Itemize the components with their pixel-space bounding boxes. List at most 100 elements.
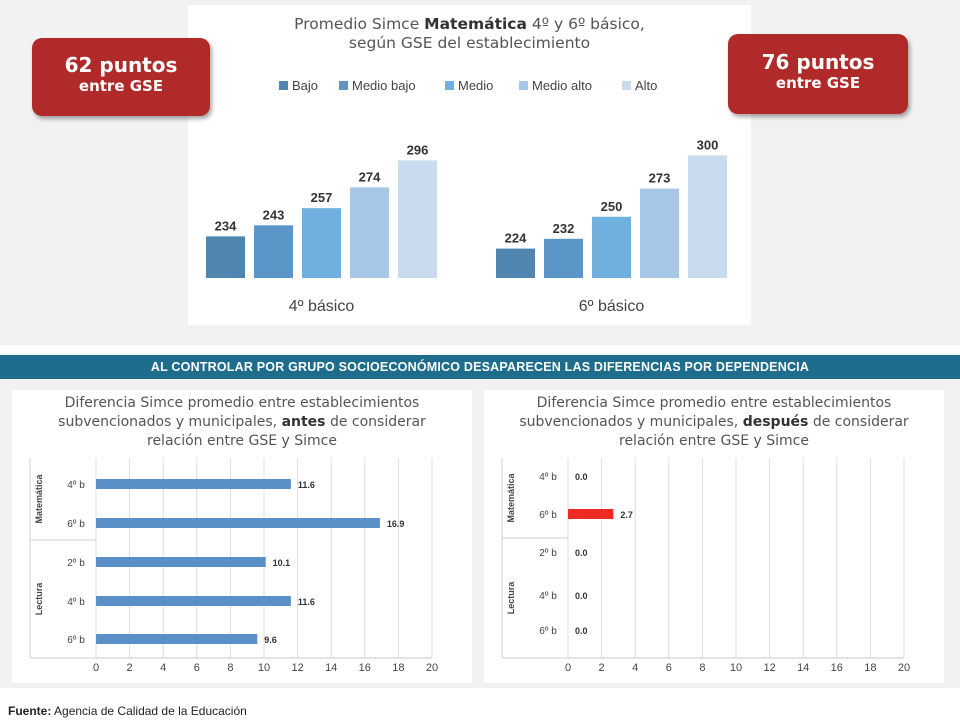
bar-value-label: 232 [553,221,575,236]
bar-value-label: 250 [601,199,623,214]
before-title-line3: relación entre GSE y Simce [147,433,337,449]
x-tick-label: 12 [291,662,303,674]
hbar-value-label: 0.0 [575,591,588,601]
legend-label-3: Medio alto [532,78,592,93]
gse-title-prefix: Promedio Simce [294,15,425,33]
hbar-value-label: 0.0 [575,626,588,636]
callout-right: 76 puntos entre GSE [728,34,908,114]
hbar-4 [96,634,258,644]
row-label: 4º b [67,480,85,491]
x-tick-label: 20 [426,662,438,674]
x-tick-label: 6 [194,662,200,674]
hbar-value-label: 11.6 [298,597,315,607]
x-tick-label: 4 [160,662,166,674]
row-label: 6º b [539,510,557,521]
legend-label-1: Medio bajo [352,78,416,93]
source-label: Fuente: [8,704,52,718]
bar-value-label: 257 [311,190,333,205]
row-label: 6º b [67,635,85,646]
hbar-value-label: 11.6 [298,480,315,490]
hbar-0 [96,479,291,489]
callout-right-small: entre GSE [775,74,861,92]
gse-title-bold: Matemática [424,15,527,33]
x-tick-label: 4 [632,662,638,674]
x-tick-label: 10 [730,662,742,674]
bar-1-3 [640,188,679,278]
category-label-1: 6º básico [579,298,645,315]
x-tick-label: 10 [258,662,270,674]
bar-0-3 [350,187,389,278]
row-label: 6º b [539,626,557,637]
section-banner: AL CONTROLAR POR GRUPO SOCIOECONÓMICO DE… [0,355,960,379]
x-tick-label: 8 [227,662,233,674]
row-label: 4º b [67,597,85,608]
callout-right-big: 76 puntos [761,50,875,74]
hbar-value-label: 2.7 [620,510,633,520]
after-title-pre: subvencionados y municipales, [519,414,743,430]
after-chart-panel: Diferencia Simce promedio entre establec… [484,390,944,683]
before-chart-title: Diferencia Simce promedio entre establec… [12,394,472,451]
bar-value-label: 300 [697,138,719,153]
before-title-post: de considerar [325,414,426,430]
hbar-1 [96,518,380,528]
bar-1-1 [544,238,583,278]
hbar-value-label: 0.0 [575,548,588,558]
legend-swatch-4 [622,81,631,90]
hbar-value-label: 16.9 [387,519,405,529]
bar-0-1 [254,225,293,278]
before-hbar-chart: 0 2 4 6 8 10 12 14 16 18 20 Matemática 4º b 11.6 6º b 1… [29,458,438,674]
x-tick-label: 16 [359,662,371,674]
x-tick-label: 0 [565,662,571,674]
hbar-2 [96,557,266,567]
callout-left-small: entre GSE [78,77,164,95]
legend-label-2: Medio [458,78,493,93]
hbar-value-label: 9.6 [264,635,277,645]
bar-value-label: 296 [407,142,429,157]
callout-left: 62 puntos entre GSE [32,38,210,116]
row-label: 4º b [539,472,557,483]
bar-value-label: 274 [359,169,381,184]
after-title-post: de considerar [808,414,909,430]
bar-1-4 [688,155,727,278]
bar-0-2 [302,208,341,278]
hbar-3 [96,596,291,606]
x-tick-label: 8 [699,662,705,674]
x-tick-label: 16 [831,662,843,674]
bar-0-4 [398,160,437,278]
x-tick-label: 18 [392,662,404,674]
legend-label-4: Alto [635,78,657,93]
bar-value-label: 224 [505,231,527,246]
group-label-0: Matemática [506,473,516,523]
x-tick-label: 2 [599,662,605,674]
gse-chart-panel: Promedio Simce Matemática 4º y 6º básico… [188,5,751,325]
source-text: Agencia de Calidad de la Educación [51,704,247,718]
bar-0-0 [206,236,245,278]
group-label-1: Lectura [34,582,44,616]
group-label-0: Matemática [34,474,44,524]
x-tick-label: 0 [93,662,99,674]
legend-swatch-1 [339,81,348,90]
before-title-line1: Diferencia Simce promedio entre establec… [64,395,420,411]
bar-value-label: 234 [215,218,237,233]
x-tick-label: 12 [763,662,775,674]
before-chart-panel: Diferencia Simce promedio entre establec… [12,390,472,683]
gse-title-suffix: 4º y 6º básico, [526,15,645,33]
row-label: 2º b [67,558,85,569]
after-hbar-chart: 0 2 4 6 8 10 12 14 16 18 20 Matemática 4º b 0.0 6º b 2.… [501,458,910,674]
bar-1-0 [496,248,535,278]
legend-swatch-3 [519,81,528,90]
x-tick-label: 6 [666,662,672,674]
x-tick-label: 18 [864,662,876,674]
legend-label-0: Bajo [292,78,318,93]
hbar-1 [568,509,614,519]
category-label-0: 4º básico [289,298,355,315]
gse-chart-title: Promedio Simce Matemática 4º y 6º básico… [188,15,751,53]
after-title-line1: Diferencia Simce promedio entre establec… [536,395,892,411]
source-note: Fuente: Agencia de Calidad de la Educaci… [8,704,247,718]
bar-value-label: 273 [649,171,671,186]
hbar-value-label: 10.1 [273,558,291,568]
row-label: 6º b [67,519,85,530]
x-tick-label: 2 [127,662,133,674]
before-title-bold: antes [281,414,326,430]
after-title-bold: después [742,414,809,430]
